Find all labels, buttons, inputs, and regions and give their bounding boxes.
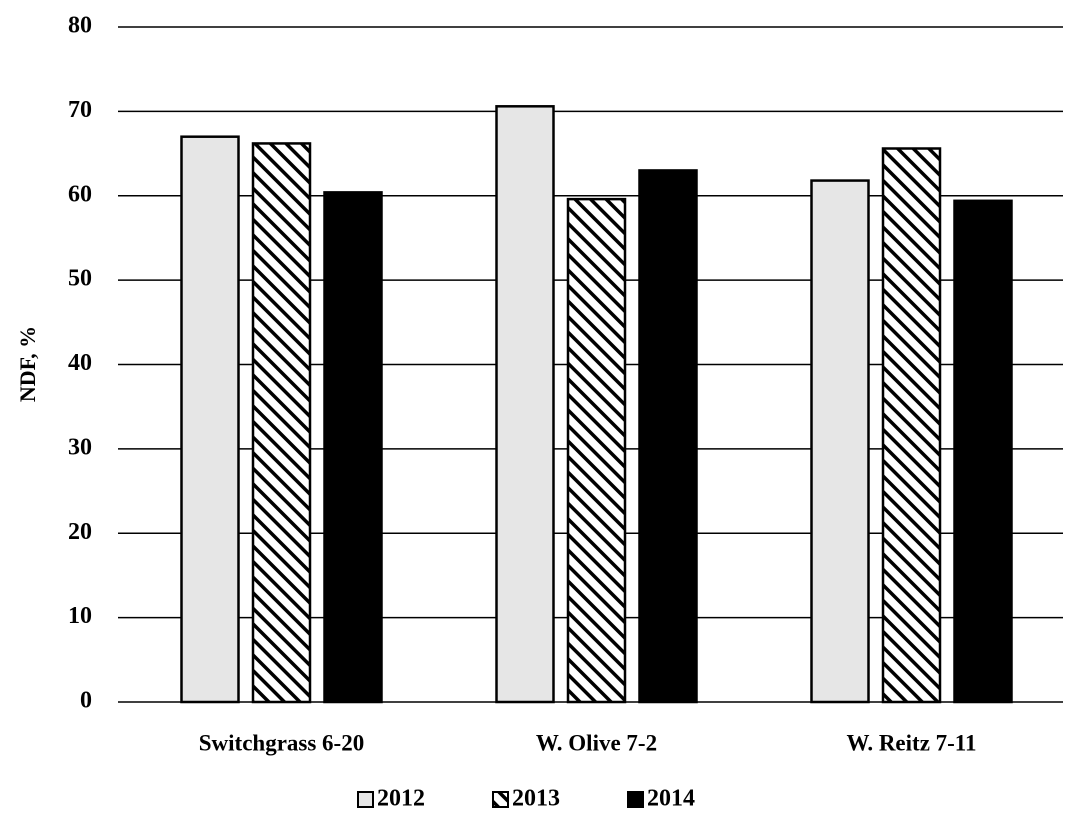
x-tick-label: Switchgrass 6-20 (199, 730, 364, 755)
bar (953, 199, 1013, 704)
bar (251, 142, 312, 704)
legend-swatch (492, 791, 509, 808)
bar (638, 169, 698, 704)
y-tick-label: 0 (80, 688, 92, 714)
x-tick-label: W. Reitz 7-11 (846, 730, 976, 755)
bar (566, 197, 627, 704)
y-tick-label: 30 (68, 434, 92, 460)
y-tick-label: 10 (68, 603, 92, 629)
y-tick-label: 70 (68, 97, 92, 123)
legend-swatch (357, 791, 374, 808)
legend-label: 2012 (377, 786, 425, 812)
y-tick-label: 40 (68, 350, 92, 376)
bar (180, 135, 240, 704)
y-tick-label: 60 (68, 181, 92, 207)
bar (881, 147, 942, 704)
bar (495, 105, 555, 704)
y-tick-label: 80 (68, 13, 92, 39)
legend-label: 2014 (647, 786, 695, 812)
y-axis-title: NDF, % (15, 326, 40, 402)
bar (810, 179, 870, 704)
legend-swatch (627, 791, 644, 808)
y-tick-label: 20 (68, 519, 92, 545)
x-tick-label: W. Olive 7-2 (536, 730, 657, 755)
y-tick-label: 50 (68, 266, 92, 292)
bar (323, 191, 383, 704)
legend-label: 2013 (512, 786, 560, 812)
